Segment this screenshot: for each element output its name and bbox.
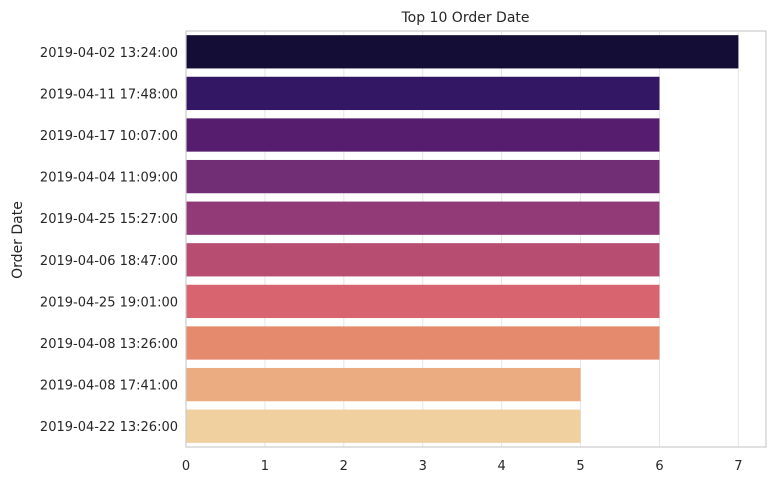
y-tick-label: 2019-04-17 10:07:00 — [40, 129, 178, 144]
y-tick-label: 2019-04-06 18:47:00 — [40, 254, 178, 269]
y-tick-label: 2019-04-04 11:09:00 — [40, 171, 178, 186]
x-tick-label: 2 — [340, 459, 348, 474]
y-tick-label: 2019-04-25 19:01:00 — [40, 295, 178, 310]
x-tick-label: 7 — [734, 459, 742, 474]
chart-title: Top 10 Order Date — [400, 10, 529, 26]
bar — [186, 284, 660, 319]
bar — [186, 326, 660, 360]
bar — [186, 76, 660, 111]
x-tick-label: 6 — [655, 459, 663, 474]
x-tick-label: 4 — [498, 459, 506, 474]
bars — [186, 35, 739, 443]
y-axis-label: Order Date — [10, 201, 26, 279]
x-tick-label: 0 — [182, 459, 190, 474]
y-tick-label: 2019-04-08 17:41:00 — [40, 379, 178, 394]
bar — [186, 367, 581, 402]
bar — [186, 409, 581, 443]
bar — [186, 118, 660, 152]
x-tick-label: 1 — [261, 459, 269, 474]
y-tick-labels: 2019-04-02 13:24:00 2019-04-11 17:48:00 20… — [40, 46, 178, 435]
plot-frame — [185, 30, 767, 448]
y-tick-label: 2019-04-08 13:26:00 — [40, 337, 178, 352]
x-tick-label: 3 — [419, 459, 427, 474]
x-tick-labels: 0 1 2 3 4 5 6 7 — [182, 459, 743, 474]
y-tick-label: 2019-04-02 13:24:00 — [40, 46, 178, 61]
bar — [186, 159, 660, 194]
y-tick-label: 2019-04-25 15:27:00 — [40, 212, 178, 227]
y-tick-label: 2019-04-11 17:48:00 — [40, 87, 178, 102]
bar — [186, 201, 660, 235]
x-tick-label: 5 — [576, 459, 584, 474]
y-tick-label: 2019-04-22 13:26:00 — [40, 420, 178, 435]
bar — [186, 243, 660, 277]
bar — [186, 35, 739, 69]
